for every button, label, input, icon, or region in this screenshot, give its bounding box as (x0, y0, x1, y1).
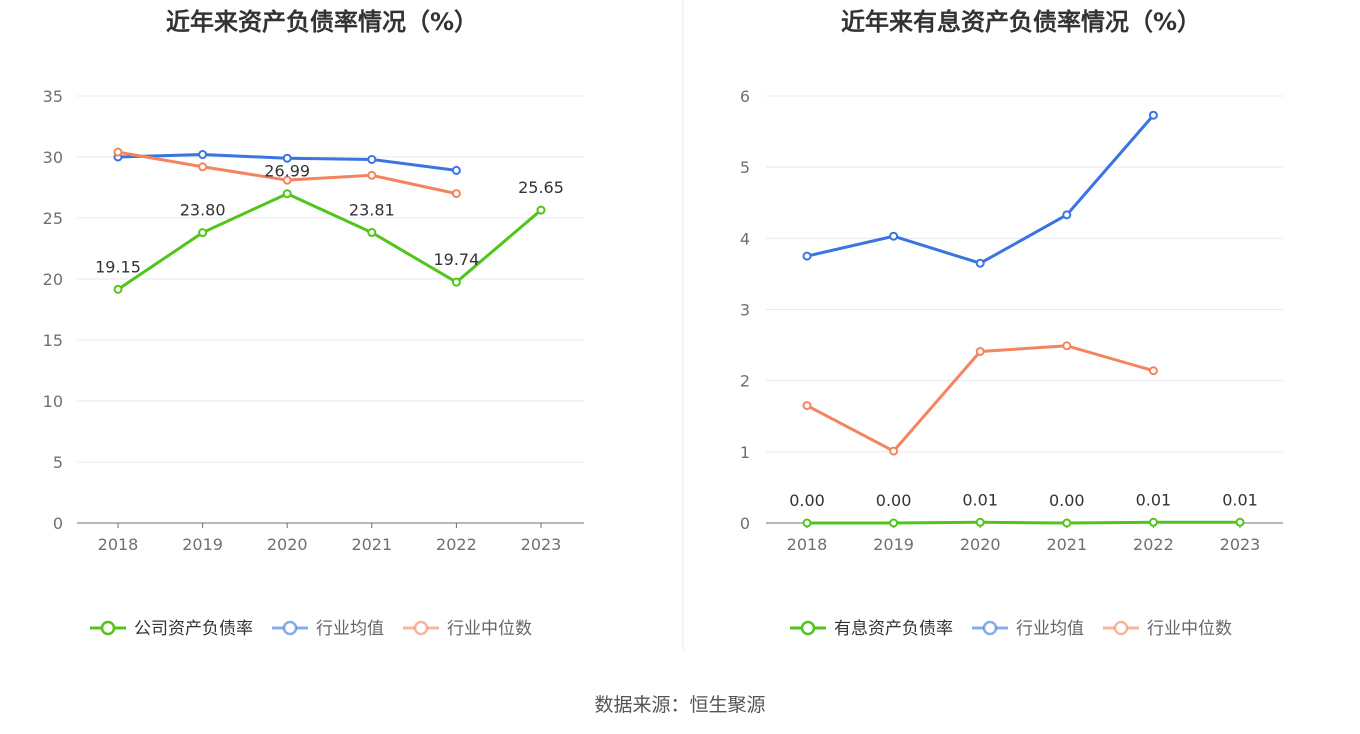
data-point[interactable] (889, 231, 899, 241)
data-point[interactable] (975, 517, 985, 527)
data-point[interactable] (802, 401, 812, 411)
y-tick-label: 4 (740, 229, 750, 248)
y-tick-label: 5 (53, 453, 63, 472)
data-point[interactable] (198, 228, 208, 238)
legend-label: 行业中位数 (447, 619, 532, 639)
data-point[interactable] (1062, 518, 1072, 528)
data-point[interactable] (536, 205, 546, 215)
data-point[interactable] (1062, 210, 1072, 220)
data-label: 0.01 (1136, 490, 1172, 509)
series-line (116, 192, 543, 291)
data-point[interactable] (113, 147, 123, 157)
y-tick-label: 0 (740, 514, 750, 533)
legend-label: 行业均值 (1016, 619, 1084, 639)
legend-item[interactable]: 有息资产负债率 (790, 619, 953, 639)
legend-label: 行业中位数 (1147, 619, 1232, 639)
chart-title: 近年来资产负债率情况（%） (166, 8, 478, 36)
legend-item[interactable]: 行业中位数 (403, 619, 532, 639)
y-tick-label: 3 (740, 301, 750, 320)
y-tick-label: 10 (43, 392, 63, 411)
x-tick-label: 2020 (960, 535, 1001, 554)
data-point[interactable] (975, 346, 985, 356)
series-line (805, 344, 1155, 453)
data-point[interactable] (1062, 341, 1072, 351)
data-label: 0.00 (1049, 491, 1085, 510)
y-tick-label: 1 (740, 443, 750, 462)
chart-interest-debt-ratio: 近年来有息资产负债率情况（%） 0 1 2 3 4 5 6 2018 2019 2020 2021 20… (740, 8, 1283, 639)
data-point[interactable] (451, 165, 461, 175)
data-point[interactable] (802, 518, 812, 528)
x-tick-label: 2019 (873, 535, 914, 554)
x-tick-label: 2023 (1220, 535, 1261, 554)
data-point[interactable] (975, 258, 985, 268)
data-point[interactable] (1148, 110, 1158, 120)
legend-label: 行业均值 (316, 619, 384, 639)
legend-item[interactable]: 公司资产负债率 (90, 619, 253, 639)
data-source-footer: 数据来源：恒生聚源 (594, 694, 765, 716)
x-tick-label: 2018 (98, 535, 139, 554)
y-tick-label: 5 (740, 158, 750, 177)
y-tick-label: 25 (43, 209, 63, 228)
data-label: 23.80 (180, 201, 226, 220)
x-tick-label: 2018 (787, 535, 828, 554)
y-tick-label: 6 (740, 87, 750, 106)
data-point[interactable] (451, 189, 461, 199)
x-tick-label: 2022 (436, 535, 477, 554)
y-tick-label: 35 (43, 87, 63, 106)
data-point[interactable] (802, 251, 812, 261)
data-label: 0.00 (789, 491, 825, 510)
legend-marker (100, 620, 116, 636)
data-point[interactable] (367, 228, 377, 238)
legend-marker (800, 620, 816, 636)
legend-item[interactable]: 行业均值 (972, 619, 1084, 639)
legend-label: 公司资产负债率 (134, 619, 253, 639)
data-point[interactable] (113, 284, 123, 294)
legend-item[interactable]: 行业中位数 (1103, 619, 1232, 639)
data-label: 23.81 (349, 201, 395, 220)
legend-marker (282, 620, 298, 636)
data-point[interactable] (1148, 366, 1158, 376)
data-point[interactable] (282, 153, 292, 163)
series-line (805, 113, 1155, 265)
chart-debt-ratio: 近年来资产负债率情况（%） 0 5 10 15 20 25 30 35 2018 2019 2020 2… (43, 8, 584, 639)
data-point[interactable] (1148, 517, 1158, 527)
legend-label: 有息资产负债率 (834, 619, 953, 639)
data-label: 26.99 (264, 162, 310, 181)
series-line (805, 520, 1242, 525)
x-tick-label: 2022 (1133, 535, 1174, 554)
x-tick-label: 2021 (1046, 535, 1087, 554)
x-tick-label: 2020 (267, 535, 308, 554)
y-tick-label: 2 (740, 372, 750, 391)
legend-marker (1113, 620, 1129, 636)
data-label: 19.74 (433, 250, 479, 269)
x-tick-label: 2019 (182, 535, 223, 554)
data-point[interactable] (282, 189, 292, 199)
y-tick-label: 20 (43, 270, 63, 289)
legend-marker (982, 620, 998, 636)
data-point[interactable] (282, 175, 292, 185)
x-tick-label: 2021 (351, 535, 392, 554)
data-label: 0.01 (1222, 490, 1258, 509)
data-label: 19.15 (95, 257, 141, 276)
data-label: 25.65 (518, 178, 564, 197)
data-label: 0.01 (962, 490, 998, 509)
data-point[interactable] (889, 518, 899, 528)
legend-marker (413, 620, 429, 636)
y-tick-label: 30 (43, 148, 63, 167)
data-point[interactable] (198, 162, 208, 172)
data-point[interactable] (367, 170, 377, 180)
data-point[interactable] (451, 277, 461, 287)
data-point[interactable] (889, 446, 899, 456)
data-point[interactable] (1235, 517, 1245, 527)
legend-item[interactable]: 行业均值 (272, 619, 384, 639)
x-tick-label: 2023 (521, 535, 562, 554)
data-label: 0.00 (876, 491, 912, 510)
data-point[interactable] (198, 150, 208, 160)
data-point[interactable] (367, 154, 377, 164)
y-tick-label: 0 (53, 514, 63, 533)
y-tick-label: 15 (43, 331, 63, 350)
chart-title: 近年来有息资产负债率情况（%） (841, 8, 1201, 36)
